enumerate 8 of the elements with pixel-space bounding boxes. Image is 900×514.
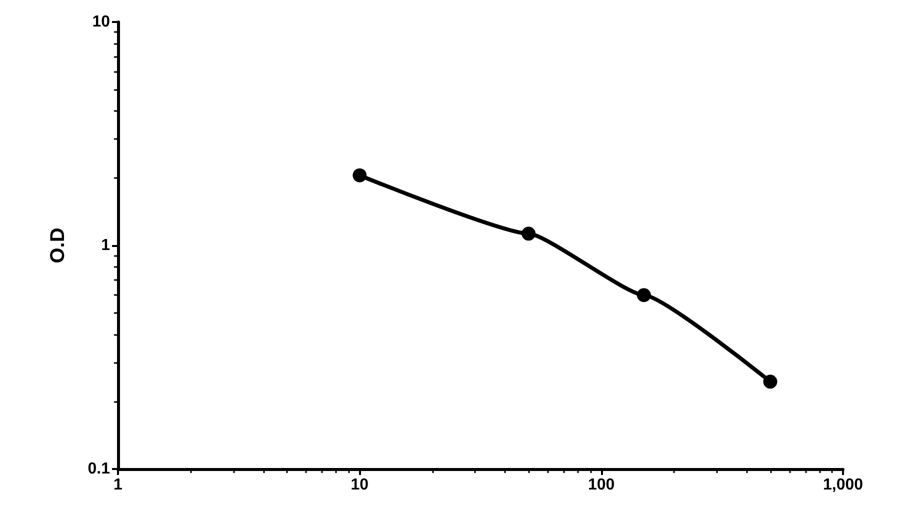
y-axis-title: O.D [47, 228, 69, 264]
x-tick-label: 1,000 [822, 476, 864, 494]
y-tick-label: 1 [101, 237, 110, 254]
y-tick-label: 10 [92, 14, 110, 30]
x-tick-label: 10 [350, 476, 369, 494]
x-tick-label: 100 [588, 476, 615, 494]
y-tick-label: 0.1 [88, 460, 110, 478]
x-tick-label: 1 [114, 476, 123, 494]
